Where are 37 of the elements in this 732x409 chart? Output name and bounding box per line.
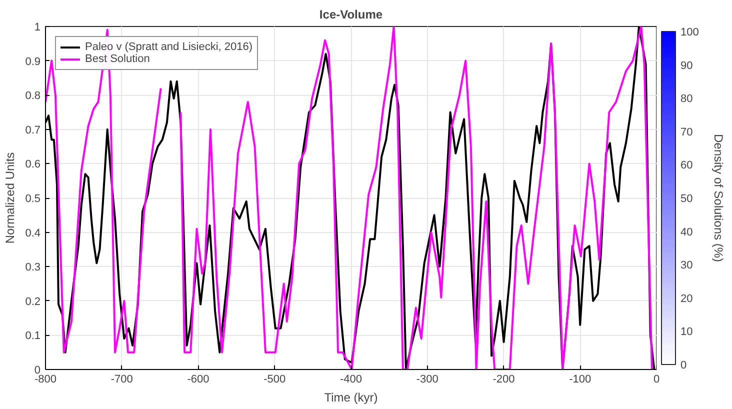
x-tick-label: -800 bbox=[34, 374, 57, 386]
x-tick-label: -200 bbox=[492, 374, 515, 386]
x-axis-title: Time (kyr) bbox=[324, 390, 378, 404]
x-tick-label: -500 bbox=[264, 374, 286, 386]
y-tick-label: 0.8 bbox=[25, 90, 41, 102]
y-tick-label: 0 bbox=[34, 364, 41, 376]
chart-title: Ice-Volume bbox=[319, 8, 383, 22]
y-tick-label: 0.2 bbox=[25, 296, 41, 308]
color-bar-label: 10 bbox=[680, 326, 693, 338]
y-tick-label: 1 bbox=[34, 22, 41, 34]
y-tick-label: 0.9 bbox=[25, 56, 41, 68]
y-tick-label: 0.6 bbox=[25, 158, 41, 171]
color-bar-label: 0 bbox=[680, 360, 687, 372]
legend-label: Paleo v (Spratt and Lisiecki, 2016) bbox=[85, 41, 253, 53]
x-tick-label: 0 bbox=[653, 374, 660, 386]
y-tick-label: 0.4 bbox=[25, 227, 41, 240]
color-bar-label: 40 bbox=[680, 226, 693, 238]
color-bar-label: 30 bbox=[680, 260, 693, 272]
color-bar-label: 60 bbox=[680, 160, 693, 172]
y-tick-label: 0.7 bbox=[25, 124, 41, 136]
x-tick-label: -100 bbox=[569, 374, 592, 386]
y-tick-label: 0.3 bbox=[25, 262, 41, 274]
x-tick-label: -600 bbox=[187, 374, 210, 386]
x-tick-label: -700 bbox=[110, 374, 133, 386]
x-tick-label: -300 bbox=[416, 374, 438, 386]
color-bar-label: 20 bbox=[680, 292, 693, 305]
color-bar-title: Density of Solutions (%) bbox=[712, 134, 726, 262]
y-tick-label: 0.1 bbox=[25, 330, 41, 342]
color-bar-label: 70 bbox=[680, 126, 693, 138]
color-bar-label: 50 bbox=[680, 193, 693, 205]
x-tick-label: -400 bbox=[340, 374, 362, 386]
y-tick-label: 0.5 bbox=[25, 193, 41, 205]
color-bar-label: 100 bbox=[680, 26, 699, 38]
legend-label: Best Solution bbox=[85, 53, 150, 65]
color-bar-label: 90 bbox=[680, 60, 693, 72]
color-bar-label: 80 bbox=[680, 93, 693, 106]
y-axis-title: Normalized Units bbox=[3, 152, 18, 244]
